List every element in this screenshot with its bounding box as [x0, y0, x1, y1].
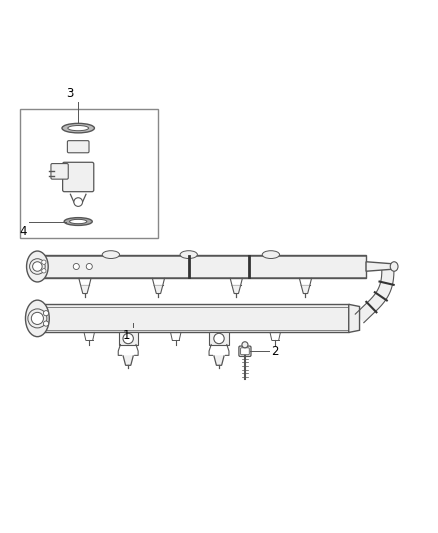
Polygon shape: [349, 304, 360, 333]
Circle shape: [123, 333, 134, 344]
FancyBboxPatch shape: [20, 109, 159, 238]
Ellipse shape: [70, 220, 87, 224]
FancyBboxPatch shape: [63, 162, 94, 192]
Ellipse shape: [27, 251, 48, 282]
Ellipse shape: [390, 262, 398, 271]
Circle shape: [74, 198, 82, 206]
Text: 3: 3: [67, 87, 74, 100]
Ellipse shape: [62, 123, 95, 133]
Circle shape: [32, 262, 42, 271]
Ellipse shape: [180, 251, 198, 259]
Circle shape: [42, 260, 46, 264]
FancyBboxPatch shape: [119, 333, 138, 344]
Polygon shape: [81, 285, 89, 294]
Polygon shape: [301, 285, 310, 294]
Polygon shape: [355, 264, 394, 322]
Ellipse shape: [102, 251, 120, 259]
Circle shape: [214, 333, 224, 344]
Polygon shape: [232, 285, 240, 294]
Ellipse shape: [64, 217, 92, 225]
Circle shape: [32, 312, 43, 325]
Circle shape: [43, 311, 49, 316]
Ellipse shape: [262, 251, 279, 259]
Polygon shape: [123, 356, 134, 365]
Circle shape: [73, 263, 79, 270]
FancyBboxPatch shape: [37, 304, 349, 333]
Circle shape: [42, 269, 46, 273]
Circle shape: [86, 263, 92, 270]
FancyBboxPatch shape: [67, 141, 89, 153]
Polygon shape: [154, 285, 163, 294]
FancyBboxPatch shape: [37, 255, 366, 278]
Circle shape: [28, 309, 47, 328]
Circle shape: [43, 321, 49, 326]
Text: 1: 1: [123, 329, 131, 342]
Polygon shape: [214, 356, 224, 365]
Text: 4: 4: [19, 225, 27, 238]
Polygon shape: [366, 262, 394, 271]
FancyBboxPatch shape: [51, 164, 68, 179]
Text: 2: 2: [271, 345, 279, 358]
Circle shape: [30, 259, 45, 274]
Ellipse shape: [25, 300, 49, 337]
Circle shape: [242, 342, 248, 348]
FancyBboxPatch shape: [240, 348, 249, 355]
FancyBboxPatch shape: [239, 346, 251, 357]
Ellipse shape: [68, 126, 88, 131]
FancyBboxPatch shape: [209, 333, 229, 344]
